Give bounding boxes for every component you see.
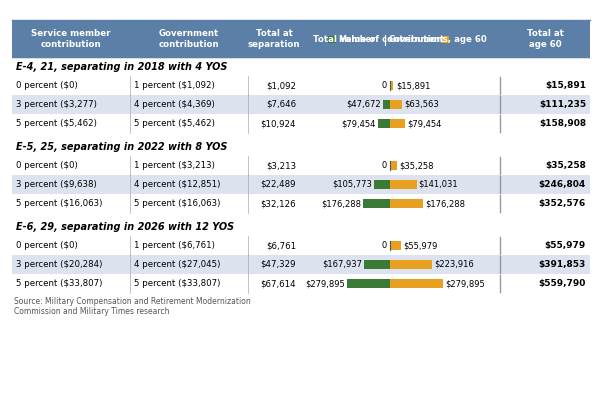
Text: $79,454: $79,454 bbox=[407, 119, 442, 128]
Text: 3 percent ($3,277): 3 percent ($3,277) bbox=[16, 100, 97, 109]
FancyBboxPatch shape bbox=[12, 20, 590, 58]
Text: 4 percent ($12,851): 4 percent ($12,851) bbox=[134, 180, 220, 189]
FancyBboxPatch shape bbox=[383, 100, 390, 109]
Text: $223,916: $223,916 bbox=[434, 260, 474, 269]
Text: 5 percent ($33,807): 5 percent ($33,807) bbox=[134, 279, 220, 288]
Text: 0 percent ($0): 0 percent ($0) bbox=[16, 241, 78, 250]
Text: 1 percent ($6,761): 1 percent ($6,761) bbox=[134, 241, 215, 250]
Text: $279,895: $279,895 bbox=[305, 279, 345, 288]
Text: $176,288: $176,288 bbox=[425, 199, 466, 208]
Text: $391,853: $391,853 bbox=[539, 260, 586, 269]
FancyBboxPatch shape bbox=[12, 114, 590, 133]
Text: $141,031: $141,031 bbox=[419, 180, 458, 189]
FancyBboxPatch shape bbox=[390, 279, 443, 288]
Text: $47,329: $47,329 bbox=[260, 260, 296, 269]
Text: $111,235: $111,235 bbox=[539, 100, 586, 109]
Text: $7,646: $7,646 bbox=[266, 100, 296, 109]
FancyBboxPatch shape bbox=[12, 194, 590, 213]
FancyBboxPatch shape bbox=[12, 138, 590, 156]
Text: Total at
age 60: Total at age 60 bbox=[527, 29, 563, 49]
FancyBboxPatch shape bbox=[378, 119, 390, 129]
FancyBboxPatch shape bbox=[12, 255, 590, 274]
FancyBboxPatch shape bbox=[12, 218, 590, 236]
FancyBboxPatch shape bbox=[390, 180, 416, 189]
Text: 5 percent ($33,807): 5 percent ($33,807) bbox=[16, 279, 103, 288]
Text: $559,790: $559,790 bbox=[539, 279, 586, 288]
Text: 0: 0 bbox=[382, 81, 387, 90]
Text: 3 percent ($9,638): 3 percent ($9,638) bbox=[16, 180, 97, 189]
Text: Total at
separation: Total at separation bbox=[248, 29, 300, 49]
Text: Service member
contribution: Service member contribution bbox=[31, 29, 111, 49]
FancyBboxPatch shape bbox=[347, 279, 390, 288]
Text: 3 percent ($20,284): 3 percent ($20,284) bbox=[16, 260, 103, 269]
Text: Government
contribution: Government contribution bbox=[158, 29, 220, 49]
Text: $352,576: $352,576 bbox=[539, 199, 586, 208]
FancyBboxPatch shape bbox=[390, 80, 393, 91]
Text: $35,258: $35,258 bbox=[400, 161, 434, 170]
Text: $35,258: $35,258 bbox=[545, 161, 586, 170]
Text: E-5, 25, separating in 2022 with 8 YOS: E-5, 25, separating in 2022 with 8 YOS bbox=[16, 142, 227, 152]
Text: 0: 0 bbox=[382, 241, 387, 250]
Text: $3,213: $3,213 bbox=[266, 161, 296, 170]
FancyBboxPatch shape bbox=[12, 76, 590, 95]
Text: 4 percent ($4,369): 4 percent ($4,369) bbox=[134, 100, 215, 109]
Text: 5 percent ($5,462): 5 percent ($5,462) bbox=[16, 119, 97, 128]
FancyBboxPatch shape bbox=[441, 36, 449, 44]
Text: Total value of contributions, age 60: Total value of contributions, age 60 bbox=[313, 34, 487, 44]
Text: 0 percent ($0): 0 percent ($0) bbox=[16, 81, 78, 90]
Text: 4 percent ($27,045): 4 percent ($27,045) bbox=[134, 260, 220, 269]
Text: $79,454: $79,454 bbox=[341, 119, 376, 128]
FancyBboxPatch shape bbox=[12, 175, 590, 194]
FancyBboxPatch shape bbox=[12, 95, 590, 114]
FancyBboxPatch shape bbox=[328, 36, 336, 44]
Text: $15,891: $15,891 bbox=[545, 81, 586, 90]
FancyBboxPatch shape bbox=[390, 241, 401, 251]
Text: $55,979: $55,979 bbox=[545, 241, 586, 250]
Text: 5 percent ($5,462): 5 percent ($5,462) bbox=[134, 119, 215, 128]
Text: $6,761: $6,761 bbox=[266, 241, 296, 250]
FancyBboxPatch shape bbox=[390, 160, 397, 171]
FancyBboxPatch shape bbox=[390, 259, 433, 269]
FancyBboxPatch shape bbox=[390, 100, 402, 109]
Text: $67,614: $67,614 bbox=[260, 279, 296, 288]
Text: 5 percent ($16,063): 5 percent ($16,063) bbox=[16, 199, 103, 208]
Text: 1 percent ($3,213): 1 percent ($3,213) bbox=[134, 161, 215, 170]
Text: Member: Member bbox=[338, 36, 375, 44]
FancyBboxPatch shape bbox=[12, 274, 590, 293]
FancyBboxPatch shape bbox=[364, 259, 390, 269]
FancyBboxPatch shape bbox=[12, 156, 590, 175]
Text: $55,979: $55,979 bbox=[404, 241, 438, 250]
Text: 0: 0 bbox=[382, 161, 387, 170]
Text: 0 percent ($0): 0 percent ($0) bbox=[16, 161, 78, 170]
Text: $167,937: $167,937 bbox=[322, 260, 362, 269]
Text: $158,908: $158,908 bbox=[539, 119, 586, 128]
Text: E-4, 21, separating in 2018 with 4 YOS: E-4, 21, separating in 2018 with 4 YOS bbox=[16, 62, 227, 72]
FancyBboxPatch shape bbox=[12, 236, 590, 255]
Text: $105,773: $105,773 bbox=[332, 180, 372, 189]
Text: 5 percent ($16,063): 5 percent ($16,063) bbox=[134, 199, 220, 208]
Text: Government: Government bbox=[389, 36, 445, 44]
Text: $246,804: $246,804 bbox=[539, 180, 586, 189]
FancyBboxPatch shape bbox=[390, 119, 405, 129]
FancyBboxPatch shape bbox=[390, 199, 424, 208]
Text: $176,288: $176,288 bbox=[321, 199, 361, 208]
Text: Source: Military Compensation and Retirement Modernization
Commission and Milita: Source: Military Compensation and Retire… bbox=[14, 297, 251, 316]
Text: $22,489: $22,489 bbox=[260, 180, 296, 189]
Text: $32,126: $32,126 bbox=[260, 199, 296, 208]
Text: $47,672: $47,672 bbox=[346, 100, 380, 109]
Text: $10,924: $10,924 bbox=[260, 119, 296, 128]
Text: E-6, 29, separating in 2026 with 12 YOS: E-6, 29, separating in 2026 with 12 YOS bbox=[16, 222, 234, 232]
Text: $279,895: $279,895 bbox=[445, 279, 485, 288]
Text: $63,563: $63,563 bbox=[404, 100, 439, 109]
Text: 1 percent ($1,092): 1 percent ($1,092) bbox=[134, 81, 215, 90]
Text: $1,092: $1,092 bbox=[266, 81, 296, 90]
Text: $15,891: $15,891 bbox=[396, 81, 430, 90]
FancyBboxPatch shape bbox=[363, 199, 390, 208]
FancyBboxPatch shape bbox=[12, 58, 590, 76]
FancyBboxPatch shape bbox=[374, 180, 390, 189]
